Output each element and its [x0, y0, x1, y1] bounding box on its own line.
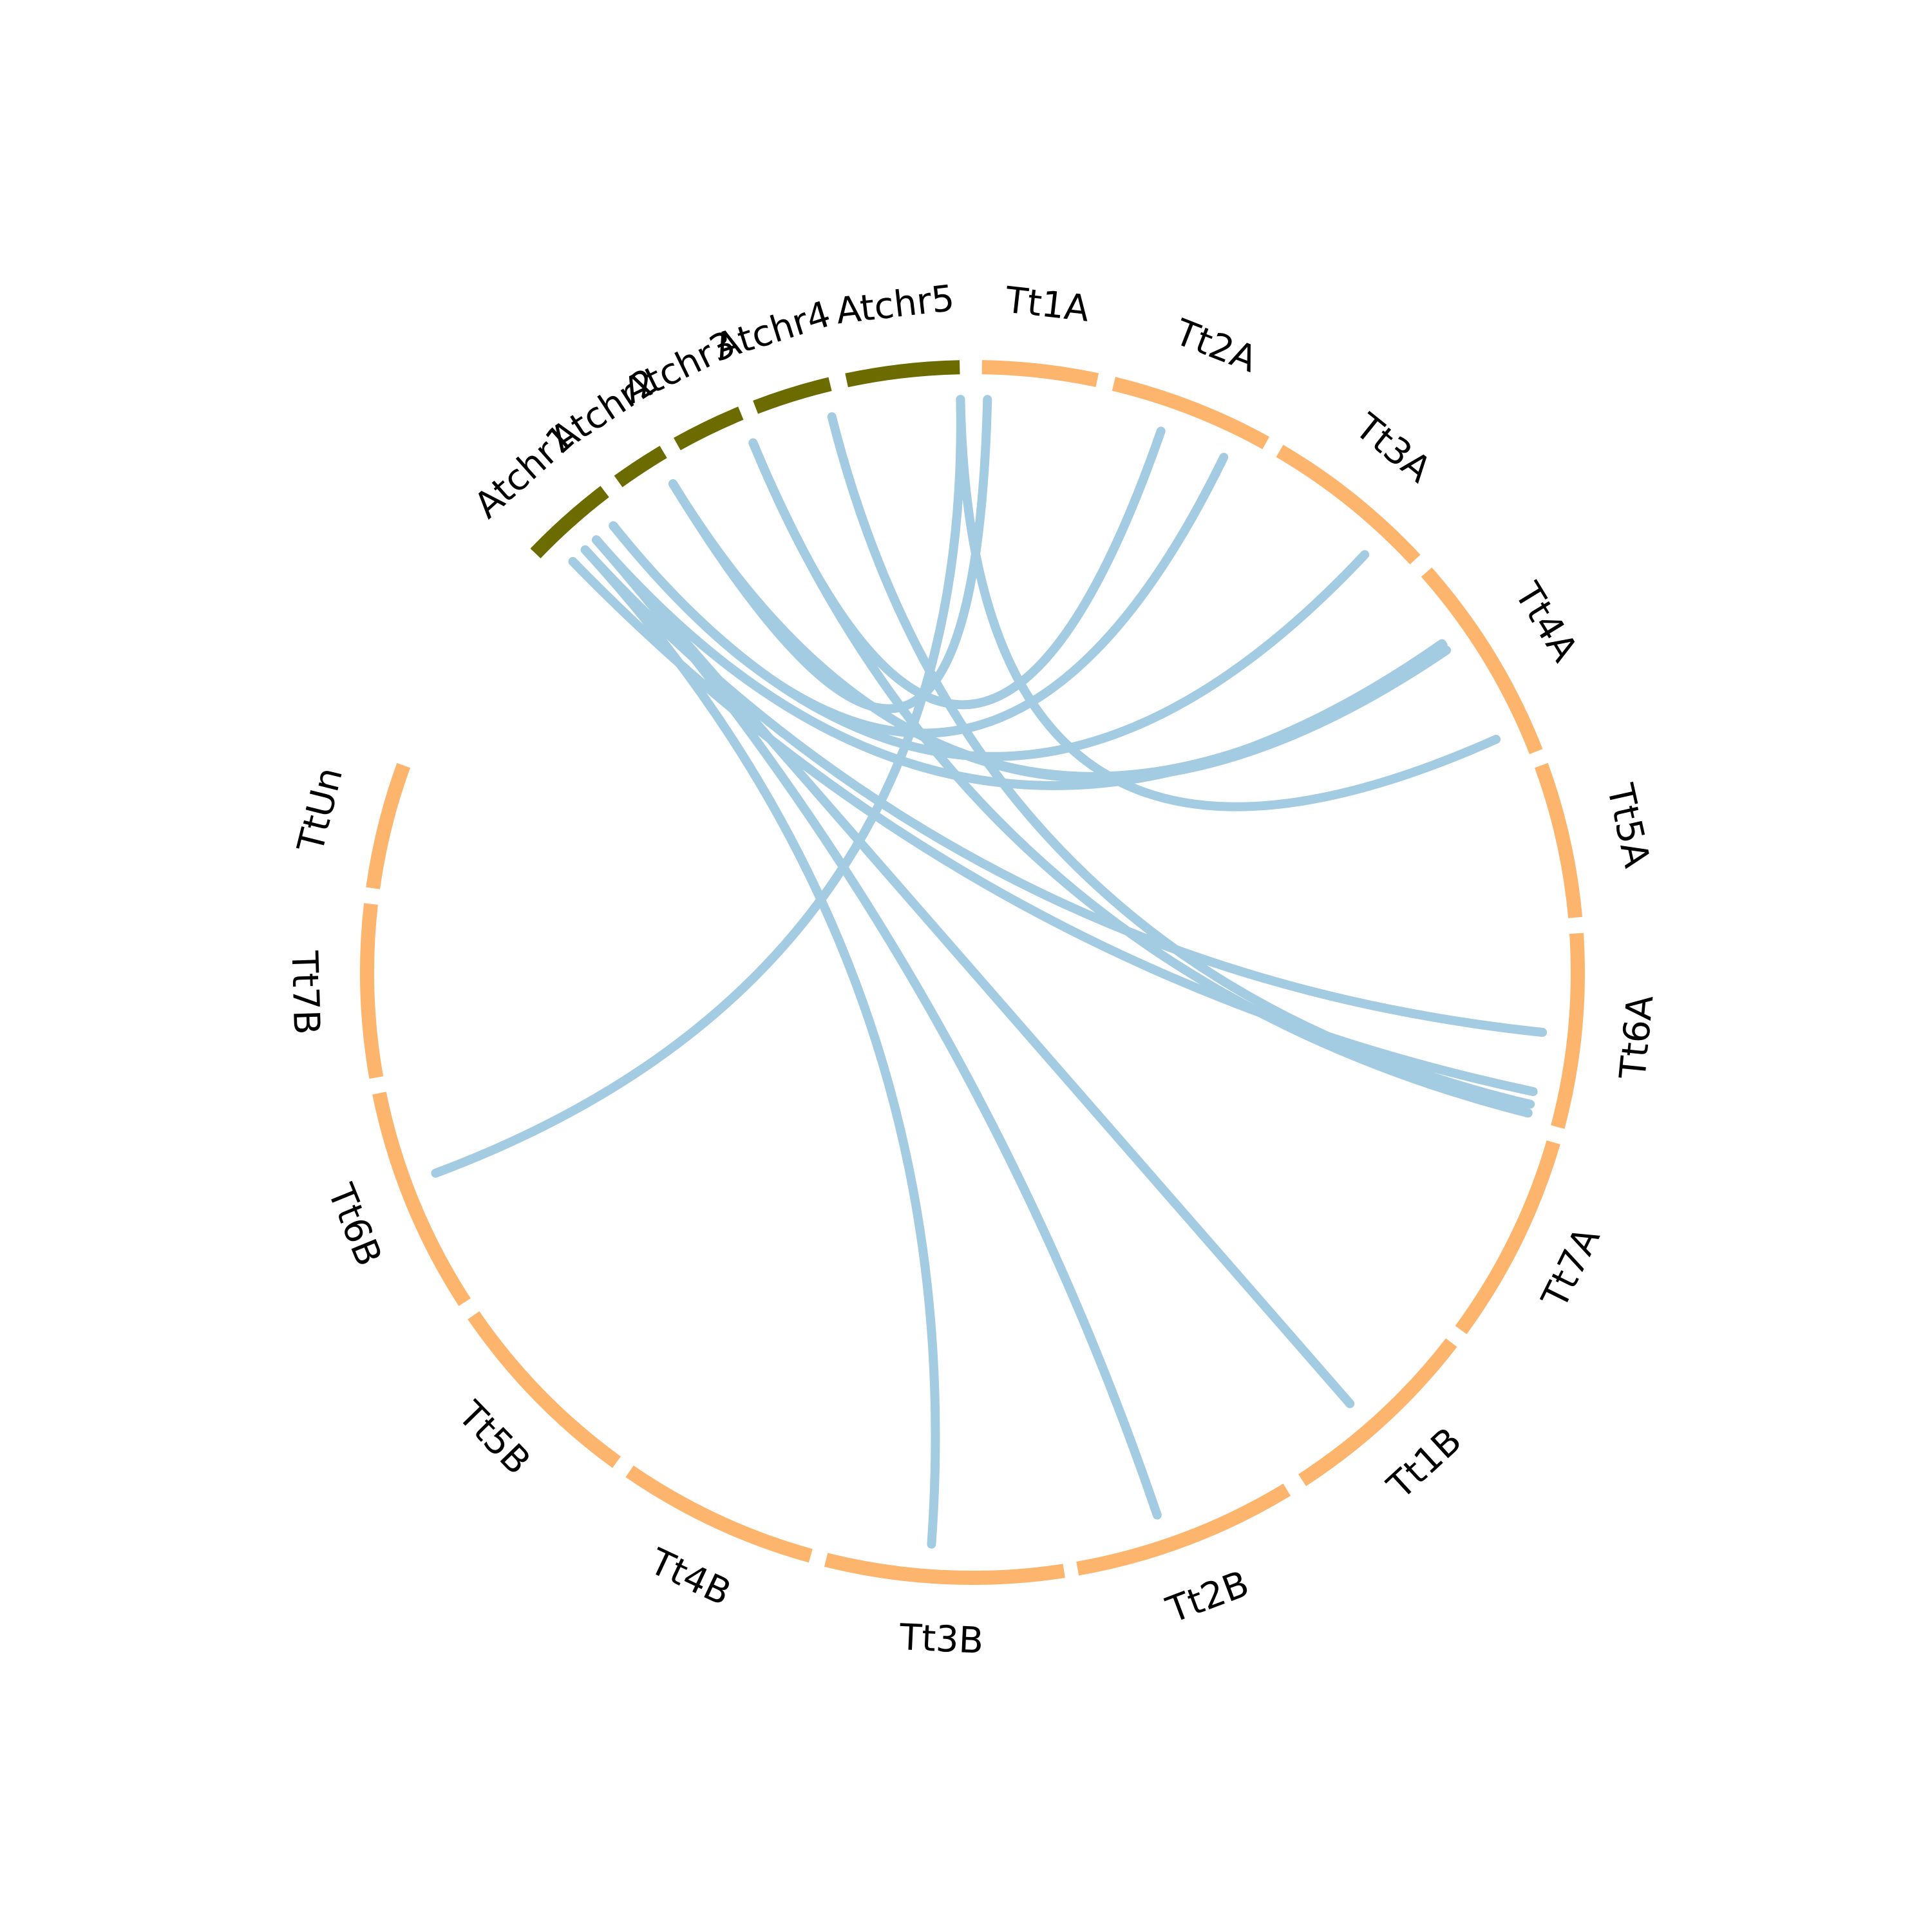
link-Atchr3-Tt2A — [748, 426, 1166, 710]
chromosome-arc-tt6a — [1551, 933, 1585, 1129]
link-Atchr1-Tt6A — [568, 556, 1538, 1096]
chromosome-label-tt5a: Tt5A — [1598, 780, 1658, 871]
chromosome-label-tt3b: Tt3B — [898, 1616, 985, 1662]
chromosome-arc-tt7b — [360, 903, 384, 1079]
link-Atchr2-Tt1A — [668, 395, 992, 714]
chromosome-arc-tt4a — [1421, 567, 1543, 755]
chromosome-label-tt2b: Tt2B — [1160, 1563, 1255, 1632]
chromosome-arc-atchr5 — [845, 360, 960, 388]
chromosome-arc-tt5b — [468, 1311, 621, 1468]
chromosome-arc-atchr2 — [614, 446, 667, 488]
chromosome-label-atchr4: Atchr4 — [710, 293, 835, 368]
chromosome-arc-tt1a — [981, 360, 1099, 387]
chromosome-arc-tt5a — [1534, 762, 1583, 918]
chromosome-label-tt7a: Tt7A — [1533, 1221, 1608, 1315]
link-Atchr1-Tt4A — [592, 535, 1446, 790]
chromosome-label-tt6b: Tt6B — [319, 1178, 390, 1272]
links-layer — [431, 395, 1548, 1549]
chromosome-arc-tt3b — [824, 1553, 1065, 1585]
chromosome-label-tt7b: Tt7B — [283, 950, 327, 1036]
link-Atchr5-Tt6B — [431, 395, 965, 1178]
chromosome-label-tt1b: Tt1B — [1379, 1419, 1470, 1508]
chromosome-label-tt2a: Tt2A — [1169, 311, 1263, 381]
chromosome-arc-atchr1 — [530, 486, 609, 559]
chromosome-arc-tt7a — [1455, 1140, 1560, 1334]
chromosome-label-tt6a: Tt6A — [1612, 993, 1662, 1081]
chromosome-arc-tt4b — [625, 1465, 813, 1563]
link-Atchr4-Tt6A — [827, 412, 1535, 1109]
chromosome-label-tt4a: Tt4A — [1506, 575, 1586, 669]
chromosome-arc-ttun — [366, 762, 411, 889]
chromosome-arc-tt1b — [1298, 1338, 1457, 1486]
link-Atchr1-Tt5A — [580, 545, 1548, 1037]
chromosome-label-tt1a: Tt1A — [1003, 279, 1092, 330]
link-Atchr1-Tt2B — [592, 535, 1162, 1520]
chromosome-label-tt3a: Tt3A — [1347, 406, 1439, 491]
chromosome-label-tt4b: Tt4B — [643, 1540, 737, 1614]
chromosome-arc-tt3a — [1276, 444, 1421, 565]
chromosome-label-atchr5: Atchr5 — [834, 278, 956, 333]
ideogram-layer — [360, 360, 1585, 1585]
link-Atchr1-Tt2A — [609, 453, 1229, 738]
chromosome-arc-tt6b — [372, 1092, 471, 1306]
chromosome-arc-atchr4 — [753, 377, 832, 414]
link-Atchr1-Tt3B — [580, 545, 940, 1549]
chromosome-arc-atchr3 — [674, 406, 744, 451]
chromosome-arc-tt2b — [1076, 1483, 1291, 1576]
chromosome-arc-tt2a — [1112, 377, 1270, 450]
chromosome-label-ttun: TtUn — [290, 763, 351, 857]
chromosome-label-tt5b: Tt5B — [450, 1393, 538, 1482]
